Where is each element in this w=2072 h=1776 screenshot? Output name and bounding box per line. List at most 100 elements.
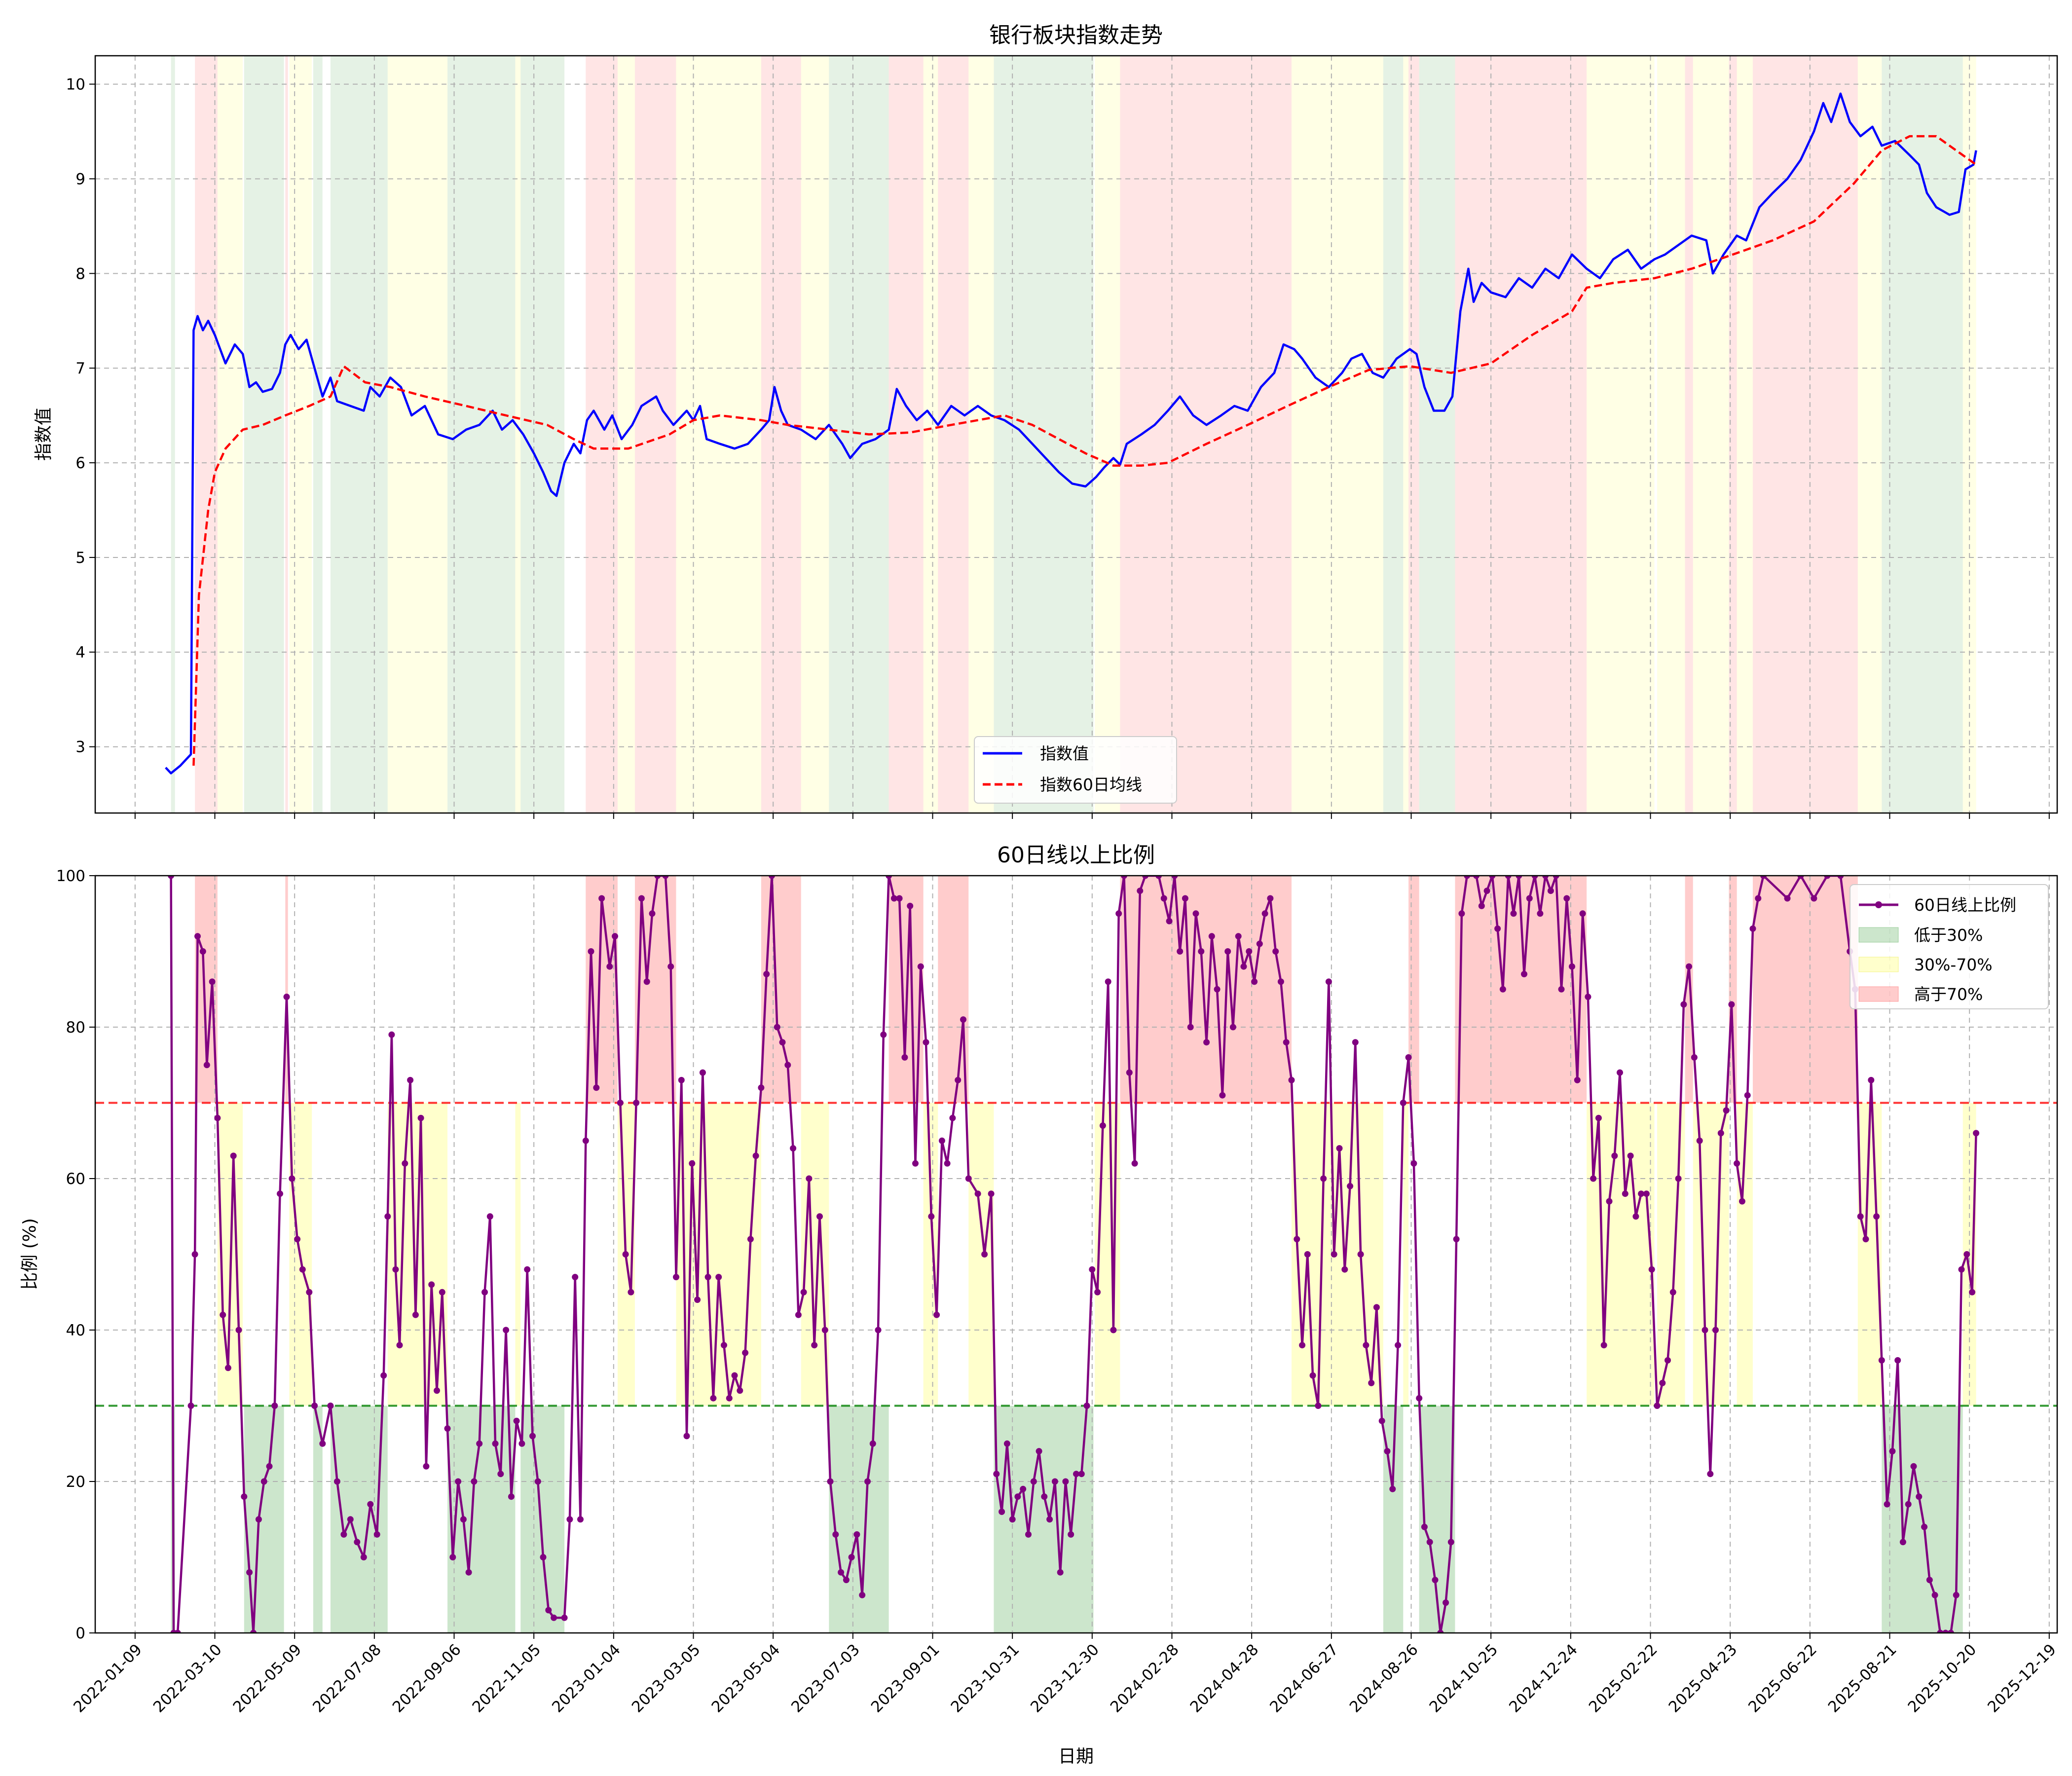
ratio-point [1969,1289,1976,1295]
index-y-tick-label: 10 [66,76,85,94]
x-tick-label: 2024-02-28 [1107,1641,1183,1716]
ratio-point [1931,1591,1938,1598]
ratio-y-tick-label: 20 [66,1473,85,1491]
ratio-point [561,1614,568,1621]
ratio-point [1916,1493,1923,1500]
ratio-point [704,1274,711,1281]
ratio-point [790,1145,797,1152]
x-tick-label: 2022-11-05 [469,1641,545,1716]
ratio-point [191,1251,198,1258]
ratio-point [524,1266,531,1273]
ratio-point [1192,910,1199,917]
ratio-point [853,1531,860,1538]
ratio-point [260,1478,267,1485]
ratio-point [588,948,594,955]
ratio-point [529,1433,536,1440]
ratio-band-green [994,1406,1094,1633]
index-chart-title: 银行板块指数走势 [989,23,1163,48]
ratio-point [816,1213,823,1220]
index-y-tick-label: 7 [75,360,85,377]
above70-legend-label: 高于70% [1914,985,1983,1004]
ratio-point [1494,925,1501,932]
ratio-point [1648,1266,1655,1273]
ratio-point [1160,895,1167,902]
index-band-yellow [1857,56,1882,813]
ratio-point [1734,1160,1740,1167]
ratio-point [1797,876,1804,879]
ratio-point [476,1440,483,1447]
ratio-point [460,1516,467,1523]
ratio-point [534,1478,541,1485]
ratio-point [617,1100,624,1106]
above70-legend-swatch [1858,986,1899,1002]
ratio-point [1099,1122,1106,1129]
ratio-point [1288,1076,1295,1083]
index-band-green [330,56,388,813]
ratio-band-green [330,1406,388,1633]
ratio-point [1453,1236,1460,1243]
ratio-point [1421,1523,1428,1530]
ratio-point [220,1311,226,1318]
ratio-point [667,963,674,970]
ratio-point [1331,1251,1337,1258]
ratio-point [1368,1379,1375,1386]
ratio-point [250,1629,257,1633]
ratio-point [988,1190,995,1197]
ratio-point [439,1289,445,1295]
ratio-point [1068,1531,1074,1538]
ratio-point [593,1084,600,1091]
index-legend-label: 指数值 [1040,744,1089,763]
ratio-band-red [1685,876,1693,1103]
ratio-point [1675,1175,1682,1182]
ratio-point [747,1236,754,1243]
ratio-point [1229,1024,1236,1031]
ratio-reference-lines [95,1102,2057,1407]
ratio-point [1579,910,1586,917]
ratio-point [545,1607,552,1614]
ratio-point [1041,1493,1048,1500]
index-y-tick-label: 5 [75,549,85,567]
ratio-point [1171,876,1178,879]
ratio-point [1691,1054,1698,1061]
ratio-point [1347,1183,1354,1189]
ratio-point [1166,918,1173,925]
ratio-point [955,1076,962,1083]
ratio-point [1219,1092,1226,1099]
ratio-point [299,1266,306,1273]
ratio-point [428,1281,435,1288]
ratio-point [1547,888,1554,894]
ratio-point [1574,1076,1581,1083]
index-band-green [1383,56,1404,813]
ratio-point [1046,1516,1053,1523]
x-tick-label: 2023-12-30 [1027,1641,1103,1716]
ratio-point [1739,1198,1745,1205]
x-tick-label: 2022-01-09 [70,1641,146,1716]
ratio-point [769,876,775,879]
index-band-yellow [515,56,521,813]
ratio-point [1811,895,1817,902]
index-regime-bands [171,56,1976,813]
ratio-point [1526,895,1533,902]
x-tick-label: 2024-10-25 [1426,1641,1502,1716]
index-legend-box [974,736,1177,804]
x-tick-label: 2022-03-10 [150,1641,225,1716]
ratio-point [1009,1516,1016,1523]
ratio-point [1073,1471,1079,1478]
ratio-point [763,971,770,977]
ratio-point [1953,1591,1960,1598]
ratio-point [848,1554,855,1560]
ratio-point [694,1296,701,1303]
ratio-y-tick-label: 0 [75,1625,85,1642]
ratio-point [699,1069,706,1076]
ratio-point [1062,1478,1069,1485]
ratio-point [271,1403,278,1409]
index-band-yellow [1095,56,1120,813]
ratio-point [230,1152,237,1159]
ratio-point [1606,1198,1613,1205]
ratio-point [1261,910,1268,917]
ratio-point [633,1100,640,1106]
ratio-point [1240,963,1247,970]
mid-legend-label: 30%-70% [1914,955,1993,974]
ratio-point [1905,1501,1912,1508]
ratio-point [1177,948,1184,955]
